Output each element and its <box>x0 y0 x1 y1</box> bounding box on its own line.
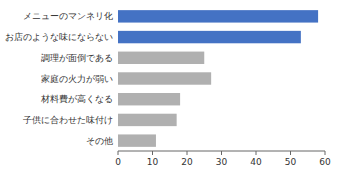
bar <box>118 72 211 84</box>
bars <box>118 10 318 147</box>
x-tick <box>187 151 188 155</box>
bar <box>118 31 301 43</box>
x-tick <box>256 151 257 155</box>
x-tick-label: 40 <box>250 157 262 167</box>
x-tick-label: 60 <box>319 157 331 167</box>
x-tick-label: 10 <box>147 157 159 167</box>
category-label: メニューのマンネリ化 <box>23 11 113 21</box>
x-tick <box>152 151 153 155</box>
x-axis: 0 10 20 30 40 50 60 <box>115 151 331 167</box>
category-label: お店のような味にならない <box>5 32 113 42</box>
bar <box>118 52 204 64</box>
bar <box>118 93 180 105</box>
category-label: 家庭の火力が弱い <box>41 74 113 84</box>
category-labels: その他 子供に合わせた味付け 材料費が高くなる家庭の火力が弱い調理が面倒である お店の… <box>5 11 113 145</box>
bar <box>118 114 177 126</box>
bar <box>118 10 318 22</box>
x-tick <box>325 151 326 155</box>
x-tick <box>118 151 119 155</box>
chart-svg: その他 子供に合わせた味付け 材料費が高くなる家庭の火力が弱い調理が面倒である お店の… <box>0 0 337 171</box>
x-tick-label: 50 <box>285 157 297 167</box>
x-tick <box>221 151 222 155</box>
x-tick-label: 0 <box>115 157 121 167</box>
x-tick-label: 30 <box>216 157 228 167</box>
x-tick <box>290 151 291 155</box>
x-tick-label: 20 <box>181 157 193 167</box>
bar <box>118 134 156 146</box>
category-label: 材料費が高くなる <box>40 94 113 104</box>
category-label: 子供に合わせた味付け <box>23 115 113 125</box>
category-label: その他 <box>86 136 113 146</box>
chart-container: その他 子供に合わせた味付け 材料費が高くなる家庭の火力が弱い調理が面倒である お店の… <box>0 0 337 171</box>
category-label: 調理が面倒である <box>41 53 113 63</box>
